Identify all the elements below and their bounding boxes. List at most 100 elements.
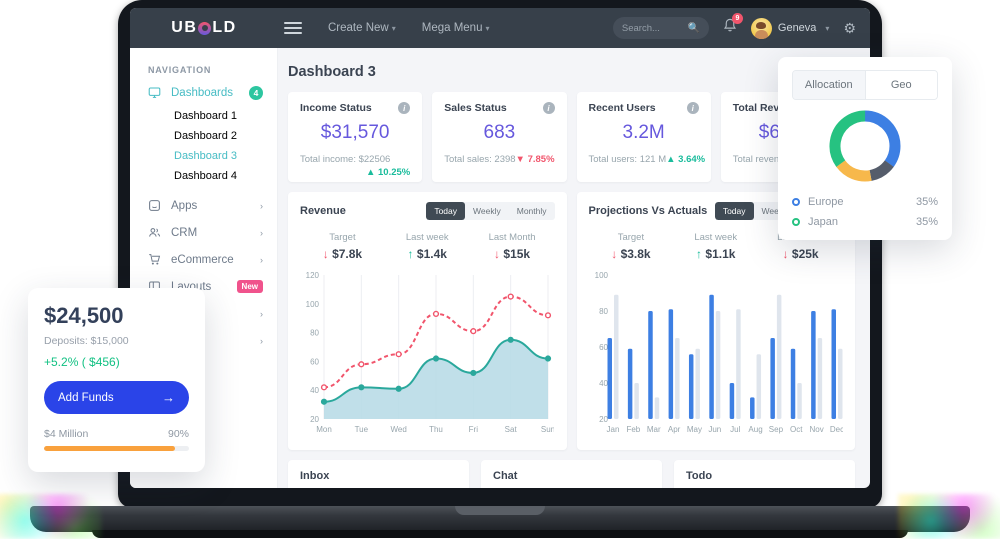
sidebar-item-apps[interactable]: Apps ›: [130, 192, 277, 219]
svg-text:40: 40: [310, 386, 319, 395]
svg-text:Sep: Sep: [768, 425, 783, 434]
settings-gear-icon[interactable]: ⚙: [843, 19, 856, 36]
arrow-right-icon: →: [162, 390, 175, 405]
allocation-tabs: Allocation Geo: [792, 70, 938, 100]
svg-text:40: 40: [599, 379, 608, 388]
projections-chart: 20 40 60 80 100 Jan Feb Mar Apr May Jun Jul Aug Sep Oc…: [594, 271, 842, 434]
svg-text:Jun: Jun: [708, 425, 721, 434]
sidebar-item-hidden-2[interactable]: ›: [130, 327, 277, 354]
search-input[interactable]: [621, 22, 688, 34]
tab-allocation[interactable]: Allocation: [793, 71, 866, 99]
svg-text:Mar: Mar: [646, 425, 660, 434]
sidebar-item-dashboard-4[interactable]: Dashboard 4: [174, 170, 237, 182]
brand-left: UB: [171, 19, 198, 36]
legend-dot-icon: [792, 218, 800, 226]
svg-text:100: 100: [306, 300, 320, 309]
stat-value: 683: [483, 122, 516, 143]
revenue-chart: 20 40 60 80 100 120 Mon Tue Wed Thu Fri Sat Sun: [306, 271, 554, 434]
charts-row: Revenue Today Weekly Monthly Target ↓ $7…: [288, 192, 855, 450]
svg-text:Jul: Jul: [730, 425, 740, 434]
user-menu[interactable]: Geneva ▾: [750, 17, 830, 39]
projections-title: Projections Vs Actuals: [588, 205, 708, 217]
menu-mega-menu[interactable]: Mega Menu ▾: [421, 22, 490, 34]
wallet-change: +5.2% ( $456): [44, 355, 120, 369]
apps-icon: [149, 200, 160, 211]
chevron-right-icon: ›: [260, 254, 263, 265]
svg-text:Tue: Tue: [355, 425, 369, 434]
svg-text:80: 80: [310, 329, 319, 338]
svg-text:80: 80: [599, 307, 608, 316]
wallet-deposits: Deposits: $15,000: [44, 335, 129, 347]
svg-text:100: 100: [594, 271, 608, 280]
stat-value: $6: [758, 122, 780, 143]
search-icon[interactable]: 🔍: [687, 22, 700, 34]
menu-create-new[interactable]: Create New ▾: [328, 22, 396, 34]
tab-geo[interactable]: Geo: [865, 71, 937, 99]
sidebar-item-dashboard-2[interactable]: Dashboard 2: [174, 130, 237, 142]
stat-delta: ▲ 3.64%: [666, 154, 706, 165]
arrow-down-icon: ↓: [322, 247, 329, 261]
svg-text:Aug: Aug: [748, 425, 762, 434]
tab-monthly[interactable]: Monthly: [516, 206, 547, 216]
add-funds-button[interactable]: Add Funds →: [44, 381, 189, 414]
svg-text:Mon: Mon: [316, 425, 332, 434]
revenue-title: Revenue: [300, 205, 346, 217]
notification-count-badge: 9: [731, 13, 743, 24]
sidebar-item-dashboard-1[interactable]: Dashboard 1: [174, 110, 237, 122]
sidebar-item-crm[interactable]: CRM ›: [130, 219, 277, 246]
wallet-popover: $24,500 Deposits: $15,000 +5.2% ( $456) …: [28, 288, 205, 472]
stat-card-income: Income Status i $31,570 Total income: $2…: [288, 92, 423, 182]
search-box[interactable]: 🔍: [612, 17, 709, 39]
chevron-down-icon: ▾: [485, 24, 490, 33]
svg-text:Wed: Wed: [391, 425, 407, 434]
arrow-down-icon: ↓: [494, 247, 501, 261]
info-icon[interactable]: i: [542, 102, 555, 114]
tab-weekly[interactable]: Weekly: [473, 206, 501, 216]
revenue-period-tabs: Today Weekly Monthly: [426, 202, 555, 220]
sidebar-item-hidden-1[interactable]: ›: [130, 300, 277, 327]
allocation-popover: Allocation Geo Europe 35% Japan 35%: [778, 57, 952, 240]
stat-delta: ▲ 10.25%: [365, 167, 411, 178]
sidebar-item-dashboards[interactable]: Dashboards 4: [130, 79, 277, 106]
revenue-mini-stats: Target ↓ $7.8k Last week ↑ $1.4k Last Mo…: [322, 232, 536, 261]
info-icon[interactable]: i: [398, 102, 411, 114]
allocation-donut-chart: [829, 110, 901, 182]
legend-japan: Japan 35%: [792, 216, 938, 228]
tab-today[interactable]: Today: [426, 202, 466, 220]
menu-toggle-icon[interactable]: [284, 19, 302, 37]
info-icon[interactable]: i: [686, 102, 699, 114]
goal-label: $4 Million: [44, 428, 89, 440]
projections-card: Projections Vs Actuals Today Weekly Mont…: [576, 192, 855, 450]
svg-text:Fri: Fri: [469, 425, 479, 434]
stat-card-sales: Sales Status i 683 Total sales: 2398 ▼ 7…: [432, 92, 567, 182]
avatar: [750, 17, 772, 39]
sidebar-item-ecommerce[interactable]: eCommerce ›: [130, 246, 277, 273]
notifications-button[interactable]: 9: [723, 13, 743, 38]
chevron-right-icon: ›: [260, 200, 263, 211]
svg-text:120: 120: [306, 271, 320, 280]
svg-text:Sat: Sat: [505, 425, 518, 434]
svg-text:Apr: Apr: [667, 425, 680, 434]
top-navbar: UB LD Create New▾ Mega Menu▾ 🔍: [130, 8, 870, 48]
cart-icon: [149, 254, 161, 265]
users-icon: [149, 228, 161, 237]
stat-card-users: Recent Users i 3.2M Total users: 121 M ▲…: [576, 92, 711, 182]
sidebar-item-dashboard-3[interactable]: Dashboard 3: [174, 150, 237, 162]
arrow-up-icon: ↑: [696, 247, 703, 261]
tab-today[interactable]: Today: [714, 202, 754, 220]
laptop-notch: [455, 506, 545, 515]
svg-text:May: May: [686, 425, 701, 434]
stat-delta: ▼ 7.85%: [515, 154, 555, 165]
brand-o-icon: [198, 21, 212, 35]
new-badge: New: [236, 280, 263, 293]
arrow-down-icon: ↓: [782, 247, 789, 261]
chevron-right-icon: ›: [260, 308, 263, 319]
goal-progress-track: [44, 446, 189, 451]
user-name: Geneva: [777, 22, 817, 34]
chevron-down-icon: ▾: [825, 23, 830, 33]
tab-weekly[interactable]: Weekly: [761, 206, 790, 216]
goal-progress-fill: [44, 446, 175, 451]
chat-card: Chat: [481, 460, 662, 488]
brand-logo[interactable]: UB LD: [130, 19, 278, 37]
